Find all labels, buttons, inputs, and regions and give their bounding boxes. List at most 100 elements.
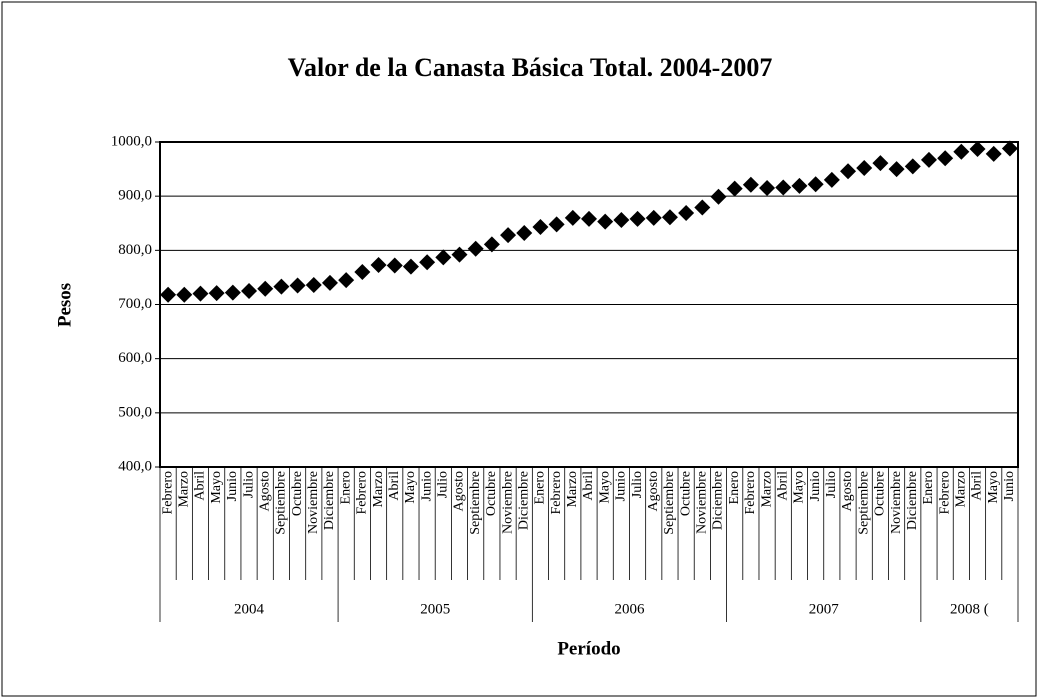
x-tick-label: Marzo bbox=[177, 471, 192, 508]
x-tick-label: Agosto bbox=[646, 471, 661, 511]
x-tick-label: Septiembre bbox=[274, 471, 289, 535]
marker bbox=[338, 272, 355, 289]
marker bbox=[532, 219, 549, 236]
marker bbox=[661, 209, 678, 226]
marker bbox=[435, 249, 452, 266]
x-tick-label: Diciembre bbox=[905, 471, 920, 530]
x-tick-label: Junio bbox=[225, 471, 240, 501]
x-tick-label: Mayo bbox=[792, 471, 807, 504]
marker bbox=[726, 180, 743, 197]
marker bbox=[483, 236, 500, 253]
marker bbox=[985, 145, 1002, 162]
marker bbox=[791, 177, 808, 194]
x-tick-label: Enero bbox=[338, 471, 353, 504]
x-tick-label: Mayo bbox=[209, 471, 224, 504]
x-tick-label: Septiembre bbox=[468, 471, 483, 535]
marker bbox=[273, 278, 290, 295]
marker bbox=[629, 210, 646, 227]
plot-area bbox=[159, 141, 1019, 468]
marker bbox=[904, 158, 921, 175]
x-tick-label: Agosto bbox=[840, 471, 855, 511]
y-tick-label: 700,0 bbox=[118, 296, 152, 312]
marker bbox=[581, 210, 597, 227]
marker bbox=[224, 284, 241, 301]
x-tick-label: Mayo bbox=[597, 471, 612, 504]
x-tick-label: Marzo bbox=[371, 471, 386, 508]
x-tick-label: Octubre bbox=[678, 471, 693, 516]
x-tick-label: Enero bbox=[727, 471, 742, 504]
marker bbox=[969, 141, 986, 158]
x-tick-label: Julio bbox=[630, 471, 645, 498]
x-tick-label: Octubre bbox=[290, 471, 305, 516]
marker bbox=[920, 151, 937, 168]
marker bbox=[613, 212, 630, 228]
marker bbox=[305, 277, 322, 293]
x-tick-label: Enero bbox=[533, 471, 548, 504]
x-tick-label: Junio bbox=[419, 471, 434, 501]
x-tick-label: Agosto bbox=[452, 471, 467, 511]
x-tick-label: Febrero bbox=[937, 471, 952, 515]
marker bbox=[840, 163, 857, 180]
x-tick-label: Noviembre bbox=[306, 471, 321, 534]
x-tick-label: Septiembre bbox=[856, 471, 871, 535]
marker bbox=[710, 188, 727, 205]
x-tick-label: Mayo bbox=[986, 471, 1001, 504]
marker bbox=[192, 285, 209, 302]
x-tick-label: Mayo bbox=[403, 471, 418, 504]
x-tick-label: Junio bbox=[1002, 471, 1017, 501]
marker bbox=[759, 180, 776, 197]
group-label: 2004 bbox=[234, 601, 265, 617]
marker bbox=[597, 213, 614, 230]
x-tick-label: Septiembre bbox=[662, 471, 677, 535]
marker bbox=[872, 155, 889, 172]
y-tick-label: 1000,0 bbox=[111, 133, 152, 149]
marker bbox=[419, 254, 436, 271]
x-tick-label: Abril bbox=[970, 471, 985, 501]
marker bbox=[1001, 140, 1018, 157]
x-tick-label: Octubre bbox=[484, 471, 499, 516]
group-label: 2007 bbox=[809, 601, 840, 617]
x-tick-label: Julio bbox=[436, 471, 451, 498]
marker bbox=[208, 285, 225, 302]
marker bbox=[451, 246, 468, 263]
x-tick-label: Julio bbox=[824, 471, 839, 498]
y-axis-title: Pesos bbox=[54, 283, 75, 327]
marker bbox=[241, 282, 258, 299]
group-label: 2005 bbox=[420, 601, 450, 617]
marker bbox=[354, 264, 371, 280]
marker bbox=[775, 179, 792, 196]
x-tick-label: Noviembre bbox=[889, 471, 904, 534]
chart-title: Valor de la Canasta Básica Total. 2004-2… bbox=[288, 53, 773, 82]
x-tick-label: Febrero bbox=[160, 471, 175, 515]
marker bbox=[386, 257, 403, 274]
marker bbox=[500, 227, 517, 244]
marker bbox=[937, 150, 954, 167]
marker bbox=[257, 280, 274, 297]
x-tick-label: Diciembre bbox=[711, 471, 726, 530]
marker bbox=[823, 171, 840, 188]
group-label: 2008 ( bbox=[950, 601, 989, 617]
x-tick-label: Diciembre bbox=[322, 471, 337, 530]
x-tick-label: Julio bbox=[241, 471, 256, 498]
y-tick-label: 900,0 bbox=[118, 188, 152, 204]
marker bbox=[742, 176, 759, 193]
x-tick-label: Febrero bbox=[355, 471, 370, 515]
marker bbox=[645, 209, 662, 226]
marker bbox=[564, 209, 581, 226]
marker bbox=[467, 240, 484, 257]
x-tick-label: Marzo bbox=[954, 471, 969, 508]
marker bbox=[402, 258, 419, 275]
marker bbox=[953, 143, 970, 160]
marker bbox=[856, 160, 873, 176]
y-tick-label: 600,0 bbox=[118, 350, 152, 366]
marker bbox=[321, 274, 338, 291]
x-axis-title: Período bbox=[557, 638, 620, 659]
x-tick-label: Abril bbox=[775, 471, 790, 501]
x-tick-label: Noviembre bbox=[500, 471, 515, 534]
x-tick-label: Febrero bbox=[549, 471, 564, 515]
marker bbox=[160, 286, 177, 303]
x-tick-label: Noviembre bbox=[695, 471, 710, 534]
x-tick-label: Abril bbox=[387, 471, 402, 501]
y-tick-label: 800,0 bbox=[118, 242, 152, 258]
